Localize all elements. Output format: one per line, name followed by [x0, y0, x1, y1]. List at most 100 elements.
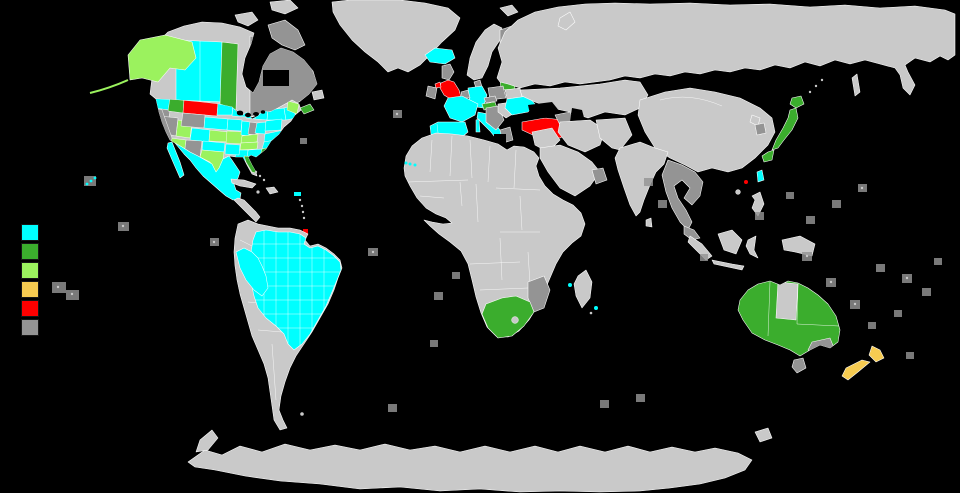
region-novaya-zemlya: [557, 11, 576, 31]
region-norway-sweden: [466, 23, 503, 81]
region-alaska: [127, 34, 197, 83]
region-scotland: [441, 63, 455, 81]
legend-swatch-green: [21, 243, 39, 260]
region-russia: [496, 2, 956, 96]
region-mexico: [174, 142, 242, 201]
region-cuba: [230, 178, 257, 189]
region-aleutians: [89, 79, 129, 94]
region-arctic-islands: [234, 11, 259, 27]
region-new-zealand-south: [841, 359, 871, 381]
region-japan: [761, 149, 775, 163]
region-java: [711, 259, 745, 271]
region-hawaii: [85, 182, 89, 186]
region-iceland: [424, 47, 456, 65]
black-sea: [528, 102, 560, 118]
region-uae-oman: [591, 167, 608, 185]
region-trinidad: [303, 229, 308, 234]
base-landmasses: [89, 0, 461, 431]
region-antarctica: [187, 443, 753, 493]
legend-swatch-red: [21, 300, 39, 317]
region-japan: [771, 107, 799, 151]
region-baffin: [267, 19, 306, 51]
region-saskatchewan: [219, 41, 239, 111]
region-lesotho: [511, 316, 519, 324]
legend: [21, 224, 39, 338]
region-antarctic-peninsula: [195, 429, 219, 453]
region-us-ga: [246, 148, 263, 161]
region-sri-lanka: [645, 217, 653, 228]
asia: [496, 2, 956, 271]
region-newfoundland: [311, 89, 325, 101]
region-madagascar: [573, 269, 593, 309]
antarctica: [187, 427, 773, 493]
legend-swatch-gray: [21, 319, 39, 336]
region-hispaniola: [265, 186, 279, 195]
region-canary-islands: [413, 163, 417, 167]
region-northern-territory: [775, 281, 799, 321]
region-iran: [557, 119, 606, 153]
region-nova-scotia: [299, 103, 315, 115]
african-islands: [404, 161, 598, 315]
region-canary-islands: [404, 161, 408, 165]
region-hawaii: [93, 176, 97, 180]
region-comoros: [568, 283, 572, 287]
region-canary-islands: [408, 162, 412, 166]
region-malaysia: [683, 225, 701, 241]
region-south-africa: [481, 295, 535, 339]
africa: [403, 132, 598, 339]
region-arctic-islands: [269, 0, 299, 15]
region-mauritius: [594, 306, 598, 310]
region-south-korea: [754, 122, 767, 136]
region-hong-kong: [744, 180, 748, 184]
region-hainan: [735, 189, 741, 195]
region-france: [443, 95, 479, 123]
region-taiwan: [756, 169, 765, 183]
region-mozambique-zimbabwe: [527, 275, 551, 313]
region-puerto-rico: [294, 192, 301, 196]
legend-swatch-lightgreen: [21, 262, 39, 279]
region-us-oh: [254, 121, 267, 135]
region-new-zealand-north: [868, 345, 885, 363]
region-central-america: [233, 197, 261, 223]
region-corsica-sardinia: [475, 118, 481, 133]
region-india: [614, 141, 669, 217]
small-island-dots: [56, 112, 909, 306]
legend-swatch-cyan: [21, 224, 39, 241]
island-group-boxes: [52, 110, 942, 412]
legend-swatch-yellow: [21, 281, 39, 298]
oceania: [737, 280, 885, 381]
region-ireland: [425, 85, 438, 100]
region-northern-ireland: [434, 81, 442, 89]
region-us-ne: [203, 116, 229, 131]
region-afghanistan-pakistan: [595, 117, 633, 151]
region-us-ar: [224, 143, 241, 156]
australia-state-borders: [767, 281, 840, 337]
region-arabia: [539, 144, 601, 197]
region-tasmania: [791, 357, 807, 374]
great-lakes: [236, 70, 289, 118]
region-us-tn: [239, 141, 259, 151]
region-sulawesi: [745, 235, 759, 259]
africa-borders: [407, 135, 541, 291]
region-czechia: [483, 95, 498, 104]
region-us-pa: [264, 118, 283, 132]
region-hawaii: [89, 179, 93, 183]
kuril-islands: [808, 78, 824, 94]
region-antarctic-islands: [754, 427, 773, 443]
region-us-mo: [225, 130, 244, 145]
region-japan: [789, 95, 805, 109]
region-falklands: [300, 412, 304, 416]
region-us-co: [189, 127, 211, 143]
region-us-ia: [226, 118, 243, 132]
caribbean-islands: [254, 170, 308, 234]
region-us-ks: [208, 129, 229, 143]
region-indochina: [661, 159, 704, 231]
region-svalbard: [499, 4, 519, 17]
region-peru: [235, 247, 269, 297]
region-brazil: [249, 229, 342, 351]
region-borneo: [717, 229, 743, 255]
border-mongolia: [659, 96, 723, 107]
region-us-wy: [180, 112, 206, 129]
